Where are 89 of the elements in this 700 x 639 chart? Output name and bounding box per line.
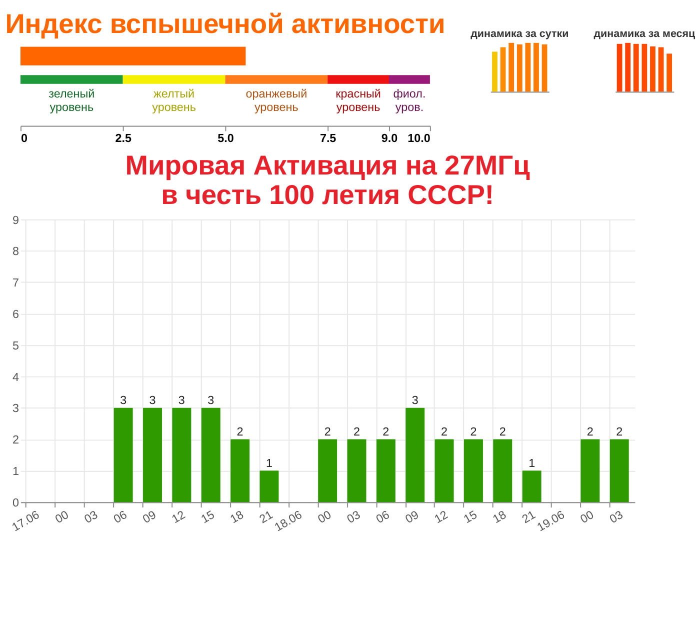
x-tick-label: 2.5: [115, 132, 132, 145]
band-label: оранжевый уровень: [246, 88, 308, 114]
bar: [260, 470, 279, 502]
data-label: 2: [499, 425, 506, 438]
bar: [230, 439, 250, 502]
data-label: 3: [208, 394, 214, 407]
y-tick-label: 6: [12, 308, 20, 321]
data-label: 1: [266, 456, 272, 470]
bar: [347, 439, 366, 502]
x-tick-label: 03: [82, 508, 100, 526]
bar: [542, 44, 548, 92]
data-label: 2: [353, 425, 360, 438]
bar: [522, 470, 542, 502]
y-tick-label: 9: [12, 214, 20, 227]
bar: [616, 44, 622, 92]
data-label: 3: [412, 394, 418, 407]
y-tick-label: 0: [12, 496, 20, 510]
x-tick-label: 06: [111, 508, 130, 526]
bar: [376, 439, 396, 502]
y-tick-label: 1: [12, 465, 20, 478]
x-tick-label: 09: [140, 508, 158, 526]
x-tick-label: 5.0: [218, 132, 234, 145]
band-label: зеленый уровень: [48, 88, 95, 114]
band-label: фиол. уров.: [393, 88, 426, 114]
data-label: 3: [178, 394, 185, 407]
x-tick-label: 18: [490, 508, 509, 526]
bar: [500, 47, 506, 92]
bar: [650, 46, 656, 92]
data-label: 2: [382, 425, 390, 438]
x-tick-label: 03: [344, 508, 363, 526]
chart-title: динамика за месяц: [594, 28, 696, 40]
bar: [625, 42, 631, 92]
bar: [642, 44, 648, 92]
chart-title: динамика за сутки: [470, 28, 569, 40]
band-label: желтый уровень: [152, 88, 196, 114]
bar: [172, 408, 192, 502]
x-tick-label: 7.5: [320, 132, 337, 145]
x-tick-label: 00: [316, 508, 334, 526]
y-tick-label: 7: [12, 276, 20, 290]
data-label: 2: [470, 425, 477, 438]
data-label: 3: [149, 394, 156, 407]
data-label: 2: [586, 425, 594, 438]
x-tick-label: 09: [403, 508, 421, 526]
x-tick-label: 06: [374, 508, 392, 526]
bar: [633, 44, 639, 92]
bar: [493, 439, 512, 502]
x-tick-label: 12: [170, 508, 188, 526]
bar: [434, 439, 454, 502]
chart-title: Мировая Активация на 27МГц в честь 100 летия СССР!: [125, 150, 530, 210]
y-tick-label: 8: [12, 245, 20, 258]
bar: [610, 439, 629, 502]
bar: [666, 54, 672, 92]
x-tick-label: 9.0: [381, 132, 398, 145]
y-tick-label: 2: [12, 434, 20, 447]
x-tick-label: 21: [257, 508, 276, 526]
x-tick-label: 0: [20, 132, 28, 145]
bar: [492, 52, 498, 92]
data-label: 2: [236, 425, 244, 438]
x-tick-label: 00: [53, 508, 72, 526]
x-tick-label: 15: [198, 508, 218, 526]
bar: [406, 408, 425, 502]
x-tick-label: 00: [578, 508, 596, 526]
bar: [516, 44, 522, 92]
data-label: 2: [616, 425, 623, 438]
bar: [464, 439, 483, 502]
bar: [658, 47, 664, 92]
band-label: красный уровень: [336, 88, 381, 114]
bar: [534, 42, 539, 92]
x-tick-label: 21: [520, 508, 538, 526]
data-label: 2: [324, 425, 331, 438]
data-label: 3: [120, 394, 127, 407]
x-tick-label: 10.0: [408, 132, 431, 145]
y-tick-label: 4: [12, 370, 20, 384]
bar: [580, 439, 600, 502]
data-label: 1: [528, 456, 536, 470]
y-tick-label: 5: [12, 339, 20, 352]
x-tick-label: 15: [462, 508, 480, 526]
chart-title: Индекс вспышечной активности: [5, 8, 446, 40]
bar: [143, 408, 162, 502]
bar: [114, 408, 133, 502]
x-tick-label: 03: [607, 508, 626, 526]
bar: [525, 42, 531, 92]
bar: [508, 42, 514, 92]
bar: [318, 439, 338, 502]
data-label: 2: [441, 425, 448, 438]
y-tick-label: 3: [12, 402, 20, 416]
x-tick-label: 18: [228, 508, 246, 526]
bar: [201, 408, 220, 502]
x-tick-label: 12: [432, 508, 450, 526]
